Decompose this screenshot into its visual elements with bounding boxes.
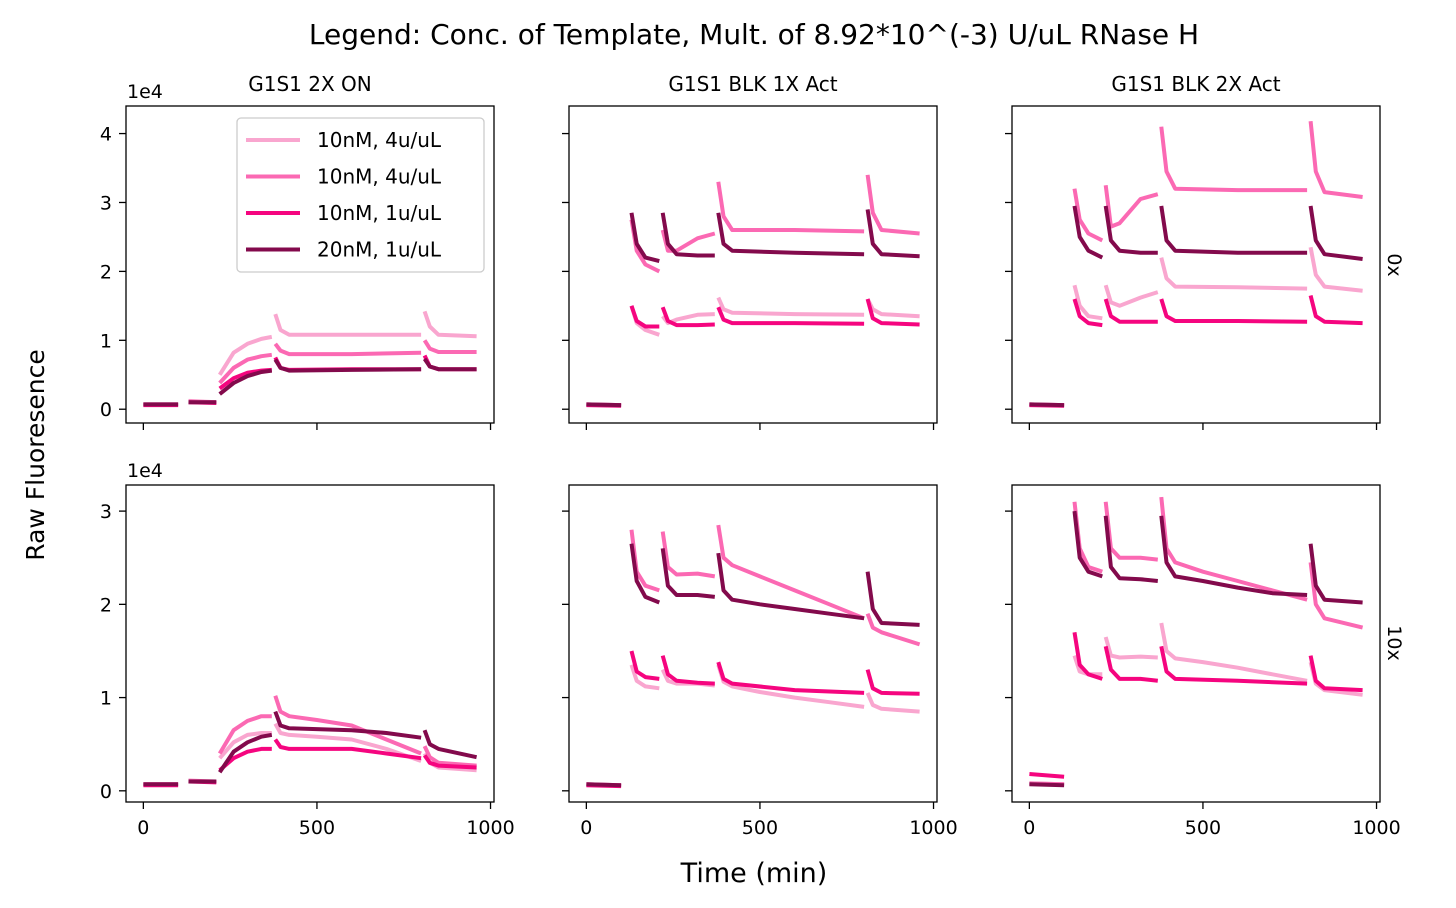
y-tick-label: 1 <box>100 688 112 710</box>
x-tick-label: 500 <box>742 817 778 839</box>
legend-frame <box>236 117 485 273</box>
panel-frame <box>1011 105 1381 424</box>
series-line-3 <box>1029 295 1363 408</box>
panel-frame <box>1011 484 1381 803</box>
x-tick-label: 500 <box>1185 817 1221 839</box>
series-line-4 <box>586 209 920 408</box>
x-tick-label: 500 <box>299 817 335 839</box>
panel-5: 0 500 1000 <box>562 484 958 839</box>
series-line-4 <box>143 710 478 787</box>
series-line-1 <box>1029 622 1363 787</box>
y-offset-label-top: 1e4 <box>127 81 163 103</box>
legend-label: 10nM, 1u/uL <box>317 201 442 225</box>
y-tick-label: 0 <box>100 399 112 421</box>
series-line-2 <box>586 524 921 788</box>
panel-3: G1S1 BLK 2X Act <box>1005 72 1381 430</box>
series-line-1 <box>1029 246 1363 408</box>
legend-label: 20nM, 1u/uL <box>317 238 442 262</box>
y-tick-label: 1 <box>100 330 112 352</box>
row-label-10x: 10x <box>1383 625 1405 660</box>
x-tick-label: 1000 <box>1352 817 1400 839</box>
row-label-0x: 0x <box>1383 253 1405 276</box>
x-tick-label: 1000 <box>466 817 514 839</box>
y-tick-label: 0 <box>100 781 112 803</box>
series-line-3 <box>1029 631 1363 779</box>
figure-suptitle: Legend: Conc. of Template, Mult. of 8.92… <box>309 18 1199 51</box>
x-tick-label: 1000 <box>909 817 957 839</box>
panel-4: 0 500 1000 0 1 2 3 <box>100 484 515 839</box>
panel-frame <box>125 105 495 424</box>
y-tick-label: 2 <box>100 594 112 616</box>
y-offset-label-bottom: 1e4 <box>127 460 163 482</box>
panels: G1S1 2X ON 0 1 2 3 4 G1S1 BLK 1X Act G1S1 BLK 2… <box>100 72 1401 839</box>
y-tick-label: 4 <box>100 124 112 146</box>
series-line-4 <box>1029 205 1363 408</box>
x-tick-label: 0 <box>580 817 592 839</box>
x-tick-label: 0 <box>137 817 149 839</box>
panel-frame <box>568 105 938 424</box>
series-line-3 <box>586 650 920 789</box>
x-tick-label: 0 <box>1023 817 1035 839</box>
panel-title: G1S1 BLK 2X Act <box>1111 72 1280 96</box>
series-line-4 <box>1029 510 1363 788</box>
y-tick-label: 3 <box>100 501 112 523</box>
panel-2: G1S1 BLK 1X Act <box>562 72 938 430</box>
legend: 10nM, 4u/uL 10nM, 4u/uL 10nM, 1u/uL 20nM, 1… <box>236 117 485 273</box>
panel-title: G1S1 2X ON <box>248 72 372 96</box>
legend-label: 10nM, 4u/uL <box>317 128 442 152</box>
series-line-4 <box>143 357 477 407</box>
y-tick-label: 3 <box>100 192 112 214</box>
series-line-4 <box>586 543 920 788</box>
panel-title: G1S1 BLK 1X Act <box>668 72 837 96</box>
y-tick-label: 2 <box>100 261 112 283</box>
legend-label: 10nM, 4u/uL <box>317 165 442 189</box>
figure-ylabel: Raw Fluoresence <box>21 349 50 561</box>
panel-frame <box>125 484 495 803</box>
panel-1: G1S1 2X ON 0 1 2 3 4 <box>100 72 495 430</box>
panel-6: 0 500 1000 <box>1005 484 1401 839</box>
panel-frame <box>568 484 938 803</box>
figure-xlabel: Time (min) <box>680 858 828 889</box>
